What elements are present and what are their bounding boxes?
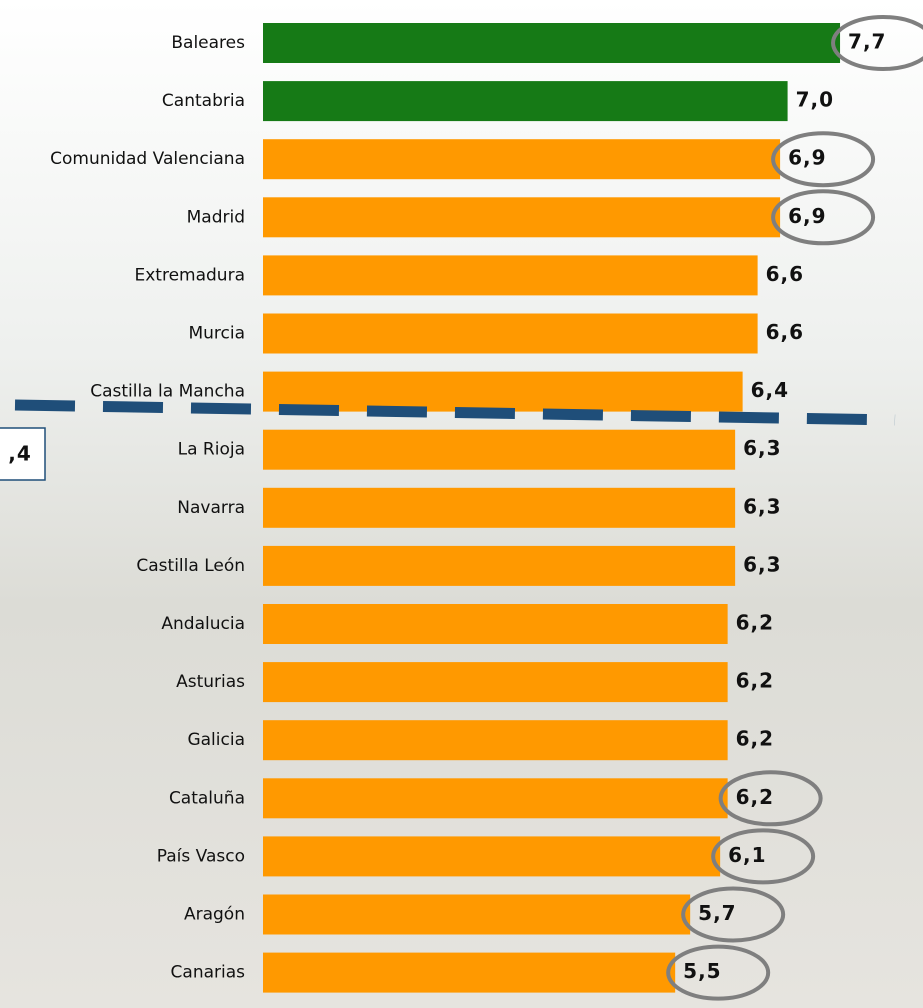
highlight-circle bbox=[771, 131, 876, 188]
bar bbox=[263, 604, 728, 644]
category-label: Galicia bbox=[187, 730, 245, 750]
bar bbox=[263, 371, 743, 412]
bar bbox=[263, 429, 736, 470]
bar bbox=[263, 836, 721, 877]
value-label: 6,6 bbox=[766, 262, 804, 286]
category-label: Comunidad Valenciana bbox=[50, 149, 245, 169]
category-label: Canarias bbox=[171, 963, 246, 983]
bar bbox=[263, 255, 758, 296]
bar bbox=[263, 720, 728, 761]
highlight-circle bbox=[666, 944, 771, 1001]
annotation: ,4 bbox=[8, 442, 32, 466]
value-label: 6,1 bbox=[728, 843, 766, 867]
bar bbox=[263, 81, 788, 122]
value-label: 6,2 bbox=[736, 669, 774, 693]
category-label: Cantabria bbox=[162, 91, 245, 111]
value-label: 7,7 bbox=[848, 30, 886, 54]
reference-line bbox=[14, 399, 896, 426]
highlight-circle bbox=[771, 189, 876, 246]
annotation-box bbox=[0, 427, 46, 481]
category-label: Cataluña bbox=[169, 788, 245, 808]
bar bbox=[263, 894, 691, 935]
category-label: Baleares bbox=[171, 33, 245, 53]
bar bbox=[263, 662, 728, 703]
bar bbox=[263, 197, 781, 238]
bar bbox=[263, 778, 728, 819]
value-label: 6,9 bbox=[788, 146, 826, 170]
category-label: Navarra bbox=[177, 498, 245, 518]
highlight-circle bbox=[681, 886, 786, 943]
value-label: 6,6 bbox=[766, 320, 804, 344]
value-label: 6,3 bbox=[743, 552, 781, 576]
value-label: 6,4 bbox=[751, 378, 789, 402]
value-label: 6,2 bbox=[736, 727, 774, 751]
highlight-circle bbox=[831, 15, 923, 71]
value-label: 5,7 bbox=[698, 901, 736, 925]
highlight-circle bbox=[711, 828, 816, 885]
category-label: Asturias bbox=[176, 672, 245, 692]
value-label: 6,2 bbox=[736, 785, 774, 809]
category-label: Madrid bbox=[187, 207, 245, 227]
value-label: 5,5 bbox=[683, 959, 721, 983]
value-label: 7,0 bbox=[796, 88, 834, 112]
category-label: Castilla León bbox=[136, 556, 245, 576]
value-label: 6,3 bbox=[743, 436, 781, 460]
category-label: Andalucia bbox=[161, 614, 245, 634]
bars: Baleares 7,7 Cantabria 7,0 Comunidad Valenci… bbox=[50, 15, 923, 1001]
category-label: Murcia bbox=[188, 324, 245, 344]
bar bbox=[263, 952, 676, 993]
category-label: Castilla la Mancha bbox=[90, 382, 245, 402]
bar bbox=[263, 23, 841, 63]
bar bbox=[263, 313, 758, 354]
highlight-circle bbox=[718, 770, 823, 827]
category-label: Extremadura bbox=[135, 265, 246, 285]
category-label: La Rioja bbox=[178, 440, 245, 460]
value-label: 6,2 bbox=[736, 611, 774, 635]
category-label: País Vasco bbox=[157, 846, 245, 866]
bar bbox=[263, 487, 736, 528]
category-label: Aragón bbox=[184, 905, 245, 925]
value-label: 6,9 bbox=[788, 204, 826, 228]
value-label: 6,3 bbox=[743, 494, 781, 518]
bar bbox=[263, 545, 736, 586]
bar bbox=[263, 139, 781, 180]
